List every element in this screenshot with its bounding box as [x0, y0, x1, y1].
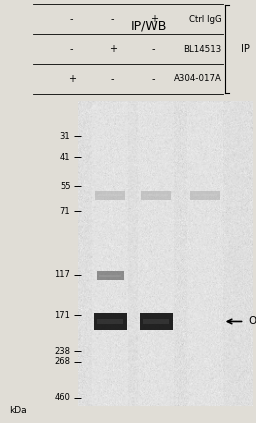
Bar — [138, 102, 174, 406]
Bar — [193, 194, 217, 196]
Text: A304-017A: A304-017A — [174, 74, 221, 83]
Bar — [97, 271, 124, 280]
Text: -: - — [111, 74, 114, 84]
Text: 71: 71 — [60, 207, 70, 216]
Text: -: - — [70, 44, 73, 54]
Text: BL14513: BL14513 — [183, 44, 221, 54]
Text: kDa: kDa — [9, 406, 27, 415]
Text: -: - — [152, 74, 155, 84]
Bar — [187, 102, 223, 406]
Text: OAZ: OAZ — [248, 316, 256, 327]
Bar — [143, 319, 169, 324]
Text: +: + — [109, 44, 117, 54]
Text: 460: 460 — [55, 393, 70, 402]
Bar — [189, 191, 220, 200]
Text: 41: 41 — [60, 153, 70, 162]
Text: 55: 55 — [60, 181, 70, 191]
Text: 268: 268 — [55, 357, 70, 366]
Text: +: + — [150, 14, 158, 24]
Bar — [94, 313, 126, 330]
Text: 31: 31 — [60, 132, 70, 141]
Text: -: - — [152, 44, 155, 54]
Text: +: + — [68, 74, 76, 84]
Text: IP/WB: IP/WB — [130, 19, 167, 32]
Text: 117: 117 — [55, 270, 70, 280]
Text: -: - — [111, 14, 114, 24]
Bar — [99, 275, 121, 277]
Bar — [95, 191, 125, 200]
Text: IP: IP — [241, 44, 250, 54]
Text: Ctrl IgG: Ctrl IgG — [189, 15, 221, 24]
Text: 238: 238 — [55, 346, 70, 356]
Bar — [141, 191, 172, 200]
Text: 171: 171 — [55, 310, 70, 320]
Text: -: - — [70, 14, 73, 24]
Bar — [144, 194, 168, 196]
Bar — [97, 319, 123, 324]
Bar — [98, 194, 122, 196]
Bar — [92, 102, 128, 406]
Bar — [140, 313, 173, 330]
